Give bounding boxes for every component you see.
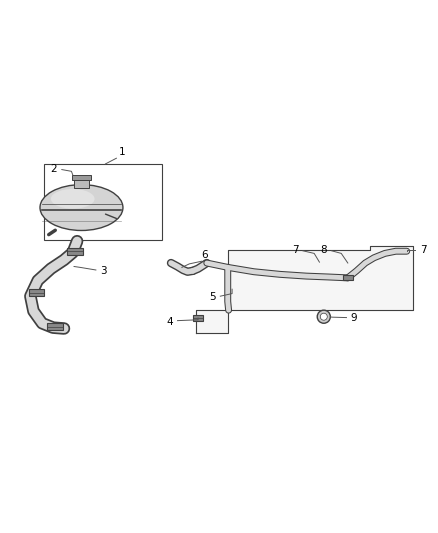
Text: 6: 6: [201, 251, 208, 261]
Ellipse shape: [40, 184, 123, 230]
Text: 7: 7: [292, 245, 298, 255]
Bar: [343, 275, 353, 280]
Bar: [72, 175, 91, 181]
Circle shape: [320, 313, 327, 320]
Text: 2: 2: [50, 164, 57, 174]
Text: 4: 4: [166, 317, 173, 327]
Circle shape: [317, 310, 330, 323]
Text: 7: 7: [420, 245, 427, 255]
Bar: [74, 180, 89, 188]
Bar: [193, 315, 203, 321]
Bar: [47, 323, 63, 330]
Bar: [28, 289, 44, 296]
Polygon shape: [196, 246, 413, 333]
Bar: [44, 164, 162, 240]
Text: 3: 3: [100, 266, 107, 276]
Text: 9: 9: [351, 313, 357, 324]
Ellipse shape: [51, 189, 95, 208]
Text: 8: 8: [321, 245, 327, 255]
Text: 1: 1: [119, 147, 125, 157]
Text: 5: 5: [209, 292, 216, 302]
Bar: [67, 248, 83, 255]
